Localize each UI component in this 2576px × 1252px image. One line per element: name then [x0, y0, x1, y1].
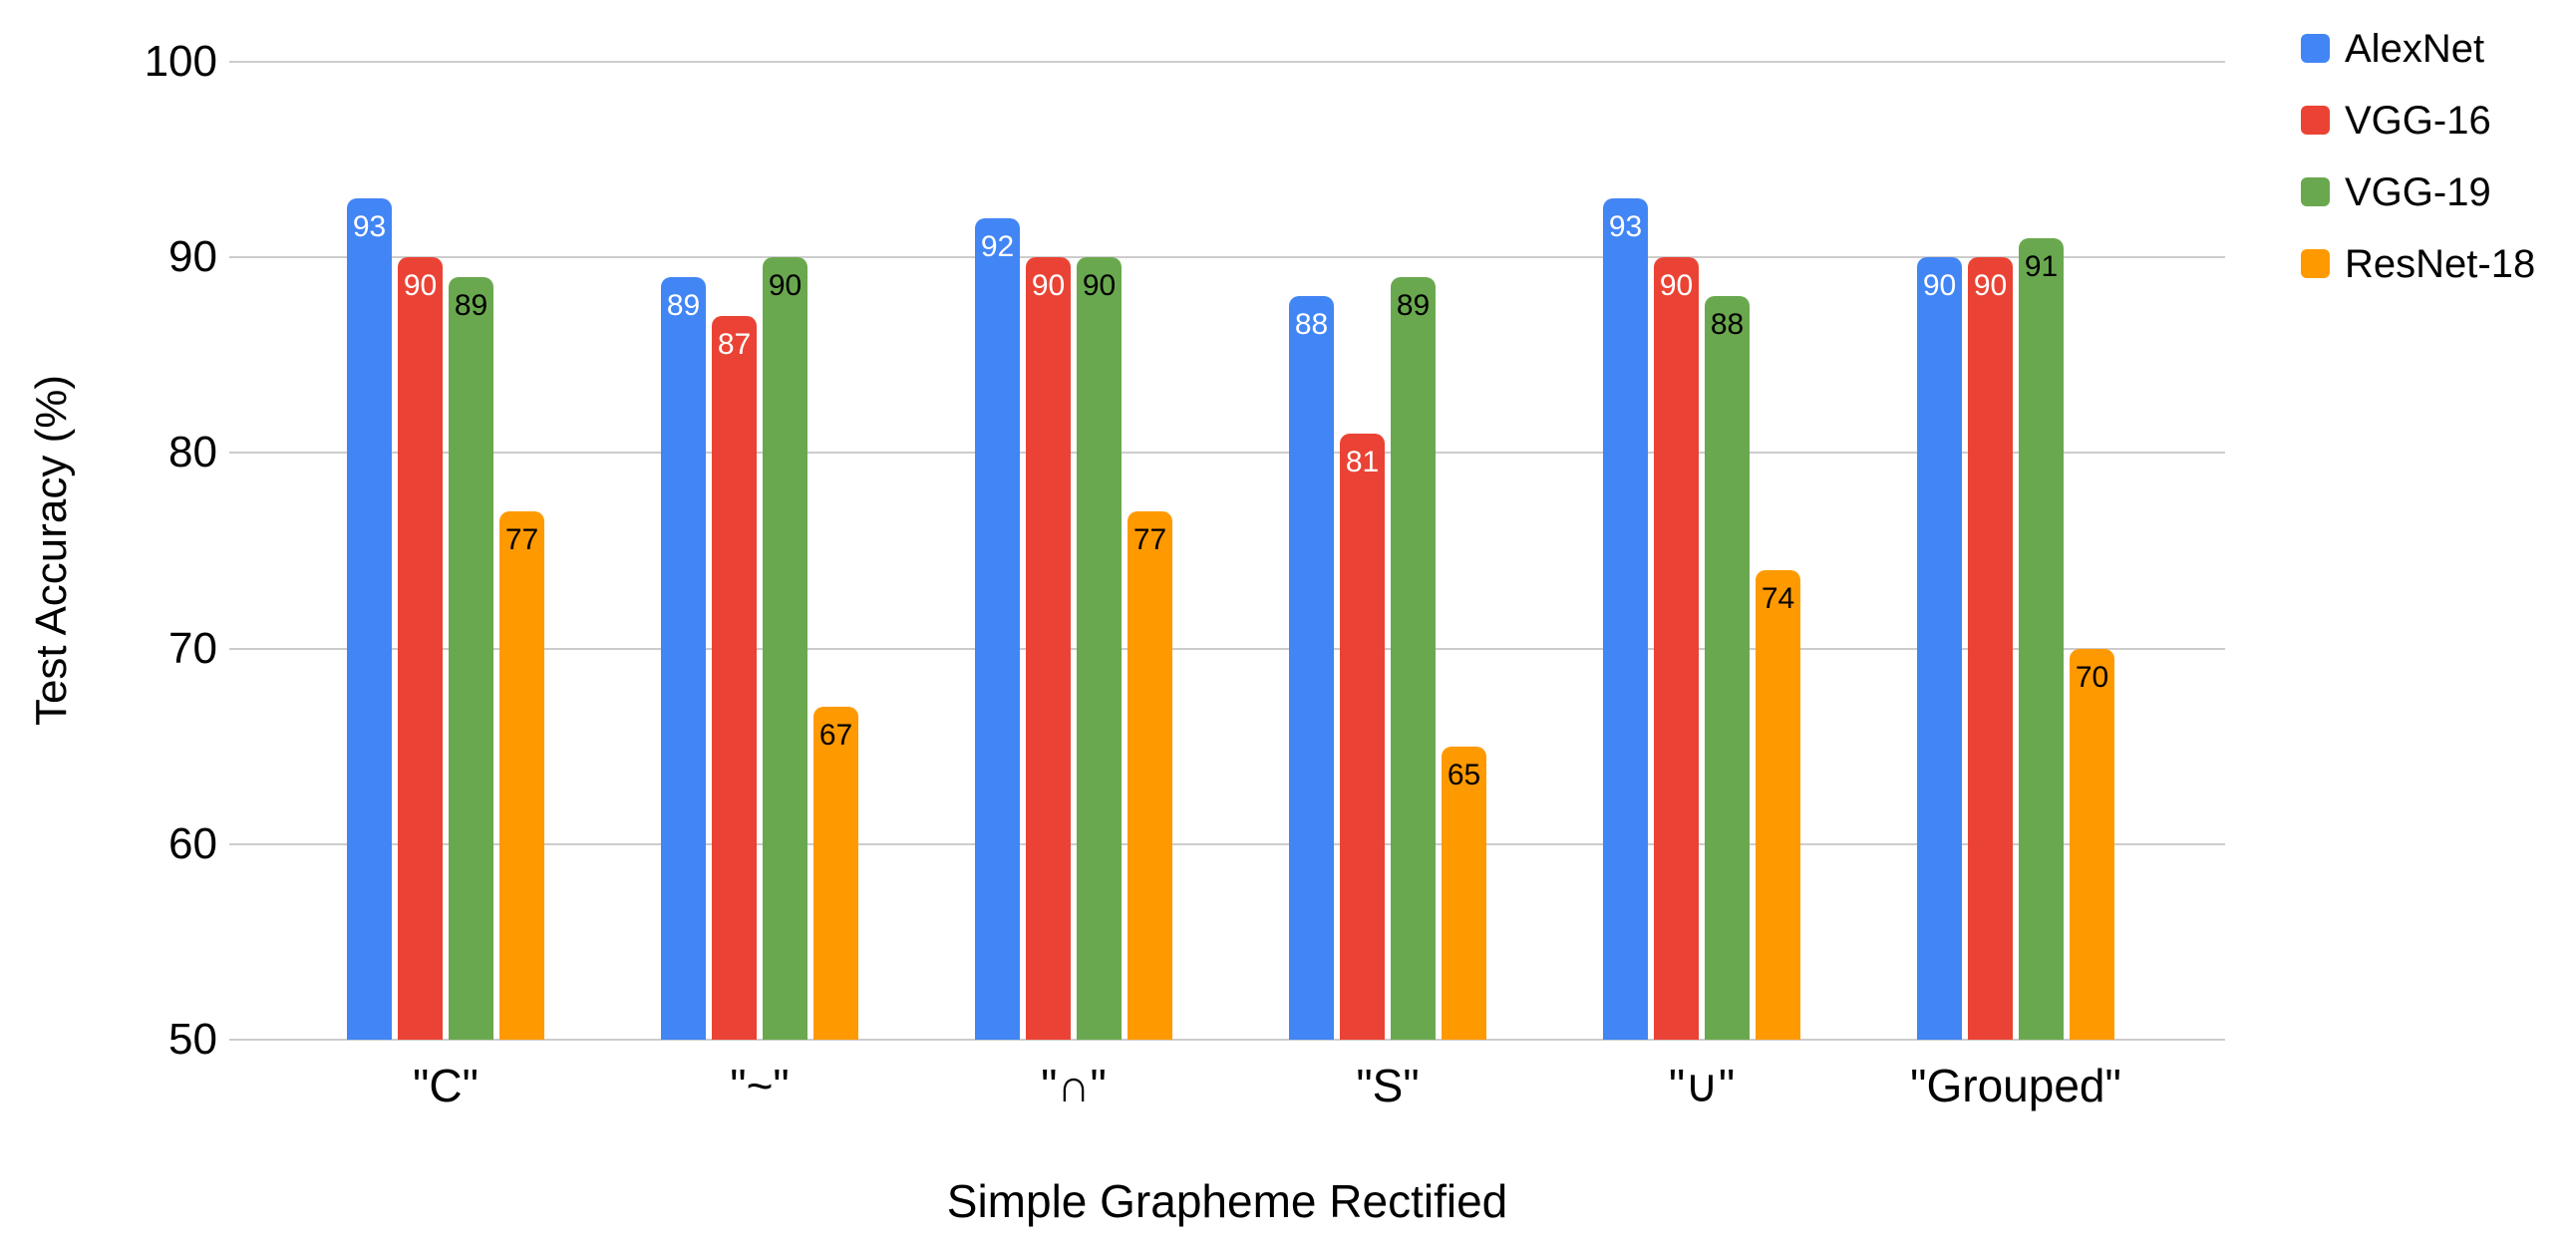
legend: AlexNet VGG-16 VGG-19 ResNet-18 — [2301, 29, 2535, 284]
bar-alexnet-5: 90 — [1917, 257, 1962, 1040]
x-category-label: "~" — [730, 1060, 790, 1111]
bar-group: 90 90 91 70 — [1917, 62, 2114, 1040]
legend-label: ResNet-18 — [2345, 241, 2536, 286]
bar-vgg-19-0: 89 — [449, 276, 493, 1040]
y-gridline — [229, 61, 2225, 63]
legend-label: AlexNet — [2345, 26, 2485, 71]
bar-vgg-19-3: 89 — [1391, 276, 1436, 1040]
x-category-label: "S" — [1356, 1060, 1420, 1111]
legend-item-vgg-19: VGG-19 — [2301, 172, 2535, 212]
bar-resnet-18-1: 67 — [813, 707, 858, 1040]
bar-value-label: 89 — [1396, 288, 1431, 322]
bar-value-label: 67 — [818, 719, 853, 753]
y-gridline — [229, 452, 2225, 455]
y-gridline — [229, 256, 2225, 259]
bar-value-label: 90 — [1659, 269, 1694, 303]
bar-value-label: 70 — [2075, 660, 2109, 694]
bar-alexnet-4: 93 — [1603, 198, 1648, 1040]
bar-value-label: 77 — [504, 523, 539, 557]
y-tick-label: 60 — [168, 818, 217, 868]
y-tick-label: 90 — [168, 232, 217, 282]
bar-resnet-18-2: 77 — [1127, 511, 1172, 1040]
bar-alexnet-1: 89 — [661, 276, 706, 1040]
bar-group: 89 87 90 67 — [661, 62, 858, 1040]
bar-resnet-18-4: 74 — [1756, 570, 1800, 1040]
x-category-label: "∪" — [1668, 1060, 1736, 1111]
bar-value-label: 88 — [1294, 308, 1329, 342]
bar-value-label: 90 — [1922, 269, 1957, 303]
bar-value-label: 87 — [717, 328, 752, 362]
bar-vgg-19-4: 88 — [1705, 296, 1750, 1040]
bar-group: 93 90 88 74 — [1603, 62, 1800, 1040]
legend-label: VGG-19 — [2345, 169, 2491, 214]
bar-value-label: 65 — [1447, 758, 1481, 791]
legend-label: VGG-16 — [2345, 98, 2491, 143]
legend-swatch-icon — [2301, 177, 2330, 206]
bar-value-label: 89 — [454, 288, 488, 322]
y-axis-title: Test Accuracy (%) — [27, 374, 76, 727]
legend-swatch-icon — [2301, 34, 2330, 63]
legend-item-alexnet: AlexNet — [2301, 29, 2535, 69]
bar-vgg-19-5: 91 — [2019, 237, 2064, 1040]
y-gridline — [229, 647, 2225, 650]
bar-vgg-19-1: 90 — [763, 257, 807, 1040]
bar-group: 92 90 90 77 — [975, 62, 1172, 1040]
bar-group: 88 81 89 65 — [1289, 62, 1486, 1040]
bar-resnet-18-5: 70 — [2070, 648, 2114, 1040]
bar-resnet-18-3: 65 — [1442, 746, 1486, 1040]
bar-vgg-16-0: 90 — [398, 257, 443, 1040]
bar-value-label: 90 — [1973, 269, 2008, 303]
bar-alexnet-2: 92 — [975, 217, 1020, 1040]
bar-value-label: 89 — [666, 288, 701, 322]
bar-alexnet-0: 93 — [347, 198, 392, 1040]
bar-vgg-16-4: 90 — [1654, 257, 1699, 1040]
bar-vgg-16-3: 81 — [1340, 433, 1385, 1040]
x-category-label: "Grouped" — [1910, 1060, 2121, 1111]
y-tick-label: 50 — [168, 1015, 217, 1064]
bar-alexnet-3: 88 — [1289, 296, 1334, 1040]
y-gridline — [229, 842, 2225, 845]
bar-value-label: 90 — [1082, 269, 1117, 303]
bar-value-label: 77 — [1132, 523, 1167, 557]
bar-resnet-18-0: 77 — [499, 511, 544, 1040]
y-gridline — [229, 1039, 2225, 1041]
bar-vgg-19-2: 90 — [1077, 257, 1122, 1040]
legend-swatch-icon — [2301, 106, 2330, 135]
bar-group: 93 90 89 77 — [347, 62, 544, 1040]
bar-vgg-16-5: 90 — [1968, 257, 2013, 1040]
y-tick-label: 70 — [168, 623, 217, 673]
legend-swatch-icon — [2301, 249, 2330, 278]
bar-vgg-16-2: 90 — [1026, 257, 1071, 1040]
x-category-label: "∩" — [1041, 1060, 1107, 1111]
x-category-label: "C" — [413, 1060, 479, 1111]
bar-value-label: 93 — [352, 210, 387, 244]
bar-value-label: 74 — [1761, 582, 1795, 616]
bar-value-label: 90 — [403, 269, 438, 303]
bar-vgg-16-1: 87 — [712, 316, 757, 1040]
x-axis-title: Simple Grapheme Rectified — [946, 1175, 1508, 1227]
bar-value-label: 81 — [1345, 445, 1380, 478]
bar-value-label: 90 — [1031, 269, 1066, 303]
bar-value-label: 90 — [768, 269, 803, 303]
bar-value-label: 92 — [980, 229, 1015, 263]
legend-item-resnet-18: ResNet-18 — [2301, 244, 2535, 284]
y-tick-label: 80 — [168, 428, 217, 477]
bar-value-label: 93 — [1608, 210, 1643, 244]
y-tick-label: 100 — [144, 37, 217, 86]
legend-item-vgg-16: VGG-16 — [2301, 101, 2535, 141]
bar-value-label: 91 — [2024, 249, 2059, 283]
bar-value-label: 88 — [1710, 308, 1745, 342]
